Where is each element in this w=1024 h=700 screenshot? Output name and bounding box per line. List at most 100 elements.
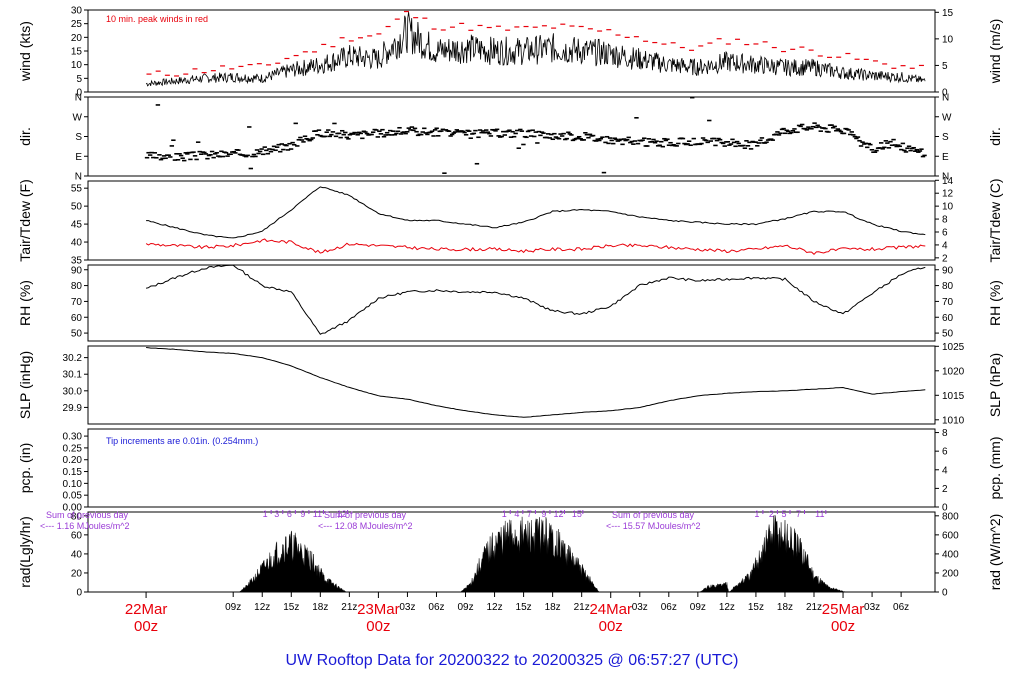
ytick-label-right: 0 bbox=[942, 503, 948, 514]
ytick-label-right: 6 bbox=[942, 447, 948, 458]
ytick-label-right: 1025 bbox=[942, 342, 965, 353]
xtick-label: 15z bbox=[516, 602, 532, 613]
day-label-date: 22Mar bbox=[125, 601, 168, 618]
xtick-label: 09z bbox=[225, 602, 241, 613]
panel-wind: wind (kts) wind (m/s) 0 5 10 15 20 25 30 0 5 10 15 10… bbox=[17, 6, 1003, 99]
ytick-label-left: 5 bbox=[76, 74, 82, 85]
ytick-label-left: 90 bbox=[71, 265, 83, 276]
ytick-label-left: 29.9 bbox=[63, 403, 83, 414]
xtick-label: 12z bbox=[254, 602, 270, 613]
panels: wind (kts) wind (m/s)05101520253005101510… bbox=[17, 6, 1003, 599]
ytick-label-right: 5 bbox=[942, 61, 948, 72]
xtick-label: 09z bbox=[690, 602, 706, 613]
xtick-label: 12z bbox=[719, 602, 735, 613]
xtick-label: 06z bbox=[661, 602, 677, 613]
ytick-label-right: 10 bbox=[942, 34, 954, 45]
footer-title: UW Rooftop Data for 20200322 to 20200325… bbox=[286, 652, 739, 669]
ylabel-right: RH (%) bbox=[987, 280, 1003, 326]
rad-hour-mark: 6 bbox=[287, 509, 292, 519]
ytick-label-right: 1020 bbox=[942, 366, 965, 377]
panel-slp: SLP (inHg) SLP (hPa) 29.9 30.0 30.1 30.2 1010 1… bbox=[17, 342, 1003, 427]
ytick-label-right: 1010 bbox=[942, 415, 965, 426]
ytick-label-right: 12 bbox=[942, 189, 954, 200]
rad-annotation-line2: <--- 15.57 MJoules/m^2 bbox=[606, 521, 701, 531]
ytick-label-right: 8 bbox=[942, 428, 948, 439]
rad-hour-mark: 5 bbox=[781, 509, 786, 519]
ytick-label-right: 8 bbox=[942, 215, 948, 226]
rad-hour-mark: 9 bbox=[300, 509, 305, 519]
ytick-label-right: E bbox=[942, 152, 949, 163]
ytick-label-right: 14 bbox=[942, 176, 954, 187]
ytick-label-left: 25 bbox=[71, 19, 83, 30]
ytick-label-left: 60 bbox=[71, 313, 83, 324]
rad-hour-mark: 12 bbox=[337, 509, 347, 519]
ytick-label-right: 0 bbox=[942, 88, 948, 99]
ylabel-left: pcp. (in) bbox=[17, 443, 33, 494]
day-label-date: 23Mar bbox=[357, 601, 400, 618]
xtick-label: 12z bbox=[486, 602, 502, 613]
wind-annotation: 10 min. peak winds in red bbox=[106, 14, 208, 24]
series-slp bbox=[146, 347, 926, 418]
ytick-label-left: 0.15 bbox=[63, 467, 83, 478]
day-label-hour: 00z bbox=[134, 618, 158, 635]
ytick-label-left: 15 bbox=[71, 47, 83, 58]
rad-hour-mark: 1 bbox=[502, 509, 507, 519]
ytick-label-right: 80 bbox=[942, 281, 954, 292]
ylabel-right: Tair/Tdew (C) bbox=[987, 178, 1003, 262]
ylabel-right: SLP (hPa) bbox=[987, 353, 1003, 417]
ytick-label-left: 40 bbox=[71, 549, 83, 560]
ytick-label-left: 0.10 bbox=[63, 479, 83, 490]
ytick-label-left: 45 bbox=[71, 220, 83, 231]
ytick-label-left: E bbox=[75, 152, 82, 163]
rad-annotation-line2: <--- 1.16 MJoules/m^2 bbox=[40, 521, 130, 531]
rad-annotation-line1: Sum of previous day bbox=[46, 510, 129, 520]
ytick-label-right: 200 bbox=[942, 568, 959, 579]
ytick-label-right: 4 bbox=[942, 240, 948, 251]
ytick-label-left: 80 bbox=[71, 511, 83, 522]
ytick-label-right: 2 bbox=[942, 253, 948, 264]
rad-hour-mark: 12 bbox=[553, 509, 563, 519]
ytick-label-left: 30.1 bbox=[63, 370, 83, 381]
rad-hour-mark: 7 bbox=[796, 509, 801, 519]
ytick-label-left: N bbox=[75, 93, 82, 104]
rad-hour-mark: 3 bbox=[274, 509, 279, 519]
series-tdew bbox=[145, 238, 926, 255]
xtick-label: 21z bbox=[806, 602, 822, 613]
ytick-label-right: N bbox=[942, 93, 949, 104]
ytick-label-left: W bbox=[73, 112, 83, 123]
ytick-label-left: 0.05 bbox=[63, 491, 83, 502]
panel-temp: Tair/Tdew (F) Tair/Tdew (C) 35 40 45 50 55 2 4 68… bbox=[17, 176, 1003, 267]
xtick-label: 09z bbox=[457, 602, 473, 613]
xtick-label: 21z bbox=[574, 602, 590, 613]
ytick-label-left: 50 bbox=[71, 329, 83, 340]
ytick-label-right: 10 bbox=[942, 202, 954, 213]
rad-hour-mark: 4 bbox=[514, 509, 519, 519]
ytick-label-left: 40 bbox=[71, 238, 83, 249]
xtick-label: 06z bbox=[893, 602, 909, 613]
ylabel-right: rad (W/m^2) bbox=[987, 514, 1003, 591]
xtick-label: 15z bbox=[283, 602, 299, 613]
ytick-label-right: 400 bbox=[942, 549, 959, 560]
panel-frame bbox=[87, 9, 936, 93]
ytick-label-left: 35 bbox=[71, 256, 83, 267]
ylabel-left: SLP (inHg) bbox=[17, 351, 33, 419]
ytick-label-left: 0.25 bbox=[63, 443, 83, 454]
ytick-label-right: 50 bbox=[942, 329, 954, 340]
xtick-label: 18z bbox=[777, 602, 793, 613]
ylabel-left: Tair/Tdew (F) bbox=[17, 179, 33, 261]
series-rh bbox=[145, 264, 926, 335]
ytick-label-left: 30.2 bbox=[63, 353, 83, 364]
pcp-annotation: Tip increments are 0.01in. (0.254mm.) bbox=[106, 436, 258, 446]
ytick-label-left: 50 bbox=[71, 202, 83, 213]
ytick-label-right: N bbox=[942, 172, 949, 183]
ytick-label-left: 55 bbox=[71, 184, 83, 195]
xtick-label: 18z bbox=[545, 602, 561, 613]
rad-annotation-line1: Sum of previous day bbox=[324, 510, 407, 520]
ytick-label-left: S bbox=[75, 132, 82, 143]
panel-rad: rad(Lgly/hr) rad (W/m^2)02040608002004006… bbox=[17, 509, 1003, 599]
xtick-label: 03z bbox=[632, 602, 648, 613]
ylabel-right: dir. bbox=[987, 127, 1003, 146]
day-label-hour: 00z bbox=[831, 618, 855, 635]
